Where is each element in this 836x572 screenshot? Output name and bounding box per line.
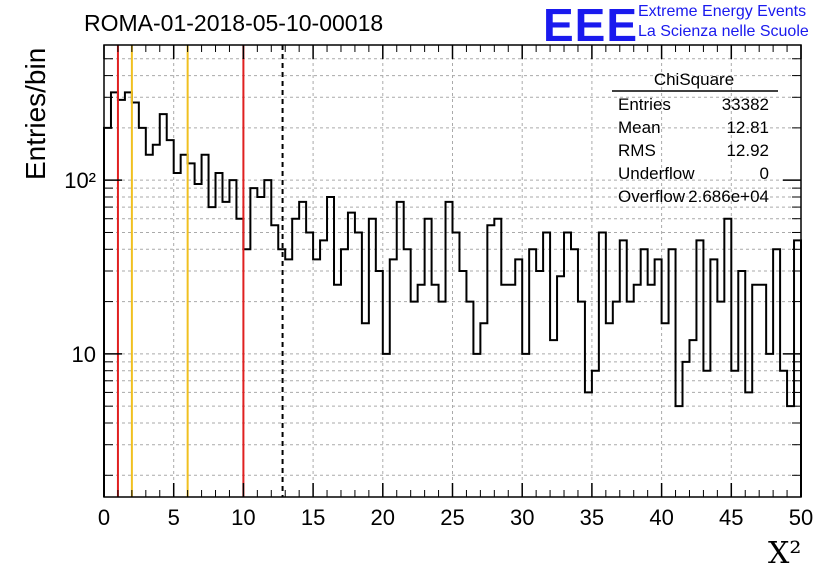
histogram-step-line: [103, 91, 802, 497]
stats-value: 33382: [722, 95, 769, 114]
logo-line-2: La Scienza nelle Scuole: [638, 23, 809, 40]
x-tick-label: 0: [98, 505, 110, 530]
x-tick-label: 10: [231, 505, 255, 530]
stats-value: 0: [760, 164, 769, 183]
x-tick-label: 15: [301, 505, 325, 530]
x-tick-label: 35: [580, 505, 604, 530]
stats-label: Underflow: [618, 164, 695, 183]
x-tick-label: 40: [649, 505, 673, 530]
x-tick-label: 25: [440, 505, 464, 530]
logo-line-1: Extreme Energy Events: [638, 3, 807, 20]
x-tick-label: 45: [719, 505, 743, 530]
stats-value: 12.81: [726, 118, 769, 137]
stats-box: ChiSquare Entries 33382 Mean 12.81 RMS 12.92 U…: [612, 70, 778, 206]
x-tick-label: 50: [789, 505, 813, 530]
x-tick-label: 30: [510, 505, 534, 530]
reference-lines: [116, 45, 284, 497]
stats-label: Entries: [618, 95, 671, 114]
chart-title: ROMA-01-2018-05-10-00018: [84, 10, 384, 36]
stats-label: RMS: [618, 141, 656, 160]
eee-logo: EEE: [543, 0, 639, 51]
stats-title: ChiSquare: [654, 70, 734, 89]
axis-ticks: 0 5 10 15 20 25 30 35 40 45 50 10 10²: [64, 44, 813, 530]
x-tick-label: 5: [168, 505, 180, 530]
x-axis-label: X²: [768, 536, 802, 571]
y-tick-label: 10²: [64, 168, 96, 193]
x-tick-label: 20: [371, 505, 395, 530]
y-tick-label: 10: [72, 342, 96, 367]
stats-label: Mean: [618, 118, 661, 137]
stats-value: 12.92: [726, 141, 769, 160]
stats-label: Overflow: [618, 187, 686, 206]
grid-lines: [104, 44, 801, 497]
stats-value: 2.686e+04: [688, 187, 769, 206]
